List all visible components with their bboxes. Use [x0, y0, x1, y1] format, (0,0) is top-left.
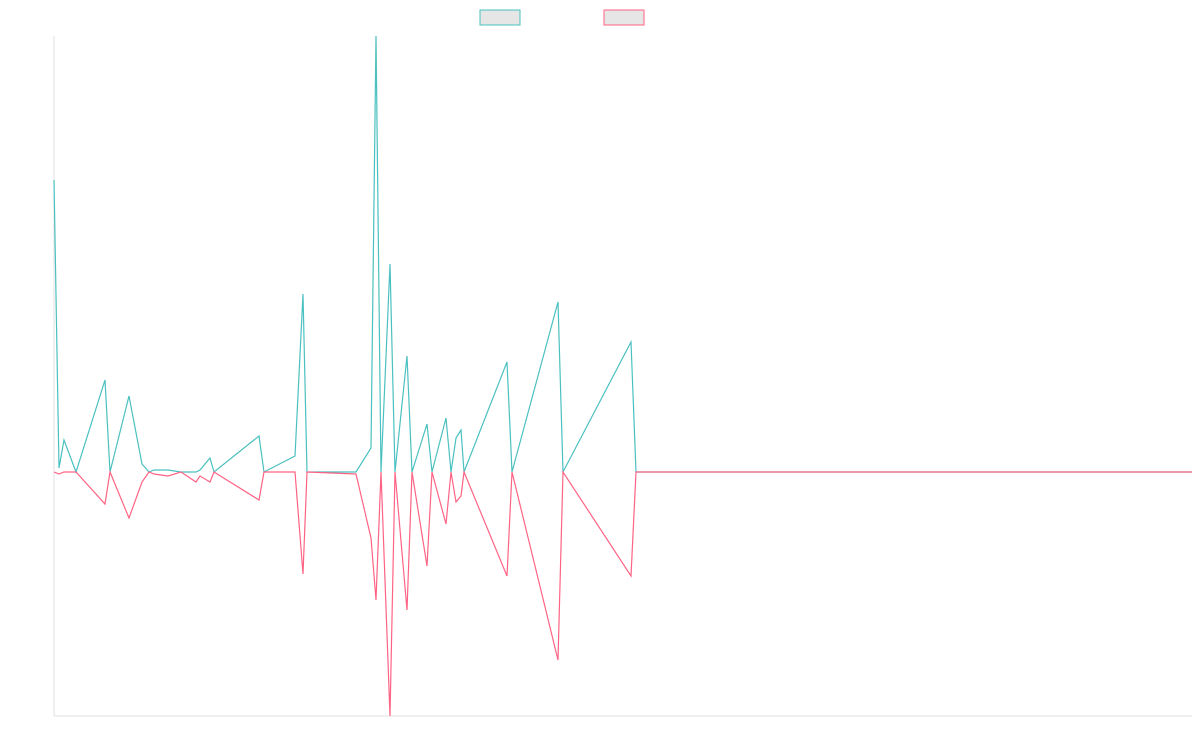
legend-swatch — [479, 9, 521, 26]
legend-swatch — [603, 9, 645, 26]
series-line — [53, 469, 1192, 717]
series-line — [53, 35, 1192, 475]
